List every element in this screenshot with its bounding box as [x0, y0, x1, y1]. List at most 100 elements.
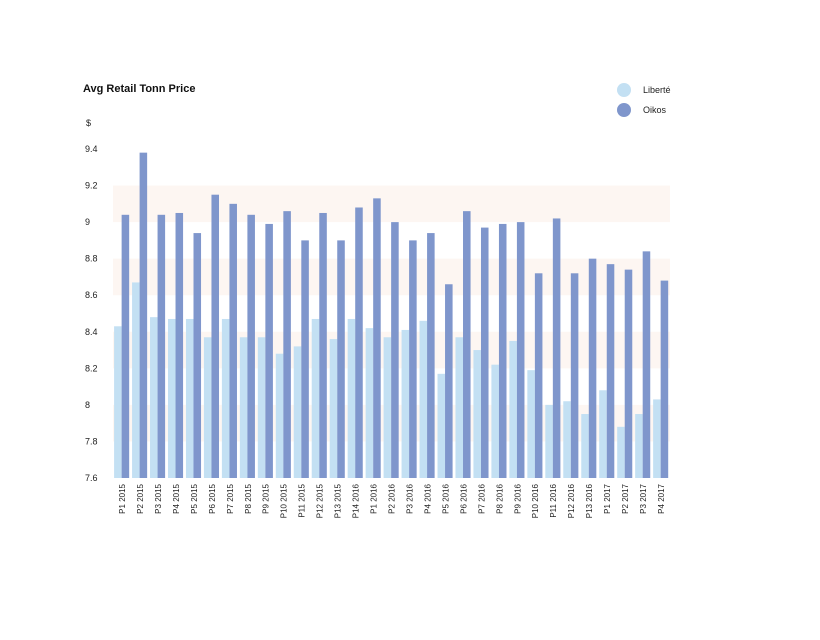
x-tick-label: P4 2017	[657, 483, 666, 513]
bar-libert--20	[455, 337, 464, 478]
bar-oikos-26	[570, 273, 579, 478]
bar-libert--7	[221, 318, 230, 478]
x-tick-label: P10 2016	[531, 483, 540, 518]
bar-oikos-11	[301, 240, 309, 478]
bar-oikos-16	[391, 222, 399, 478]
bar-oikos-22	[498, 223, 507, 478]
bar-libert--9	[257, 337, 266, 478]
x-tick-label: P1 2016	[370, 483, 379, 513]
legend: Liberté Oikos	[617, 83, 671, 117]
bar-libert--1	[114, 326, 122, 478]
y-tick-label: 7.8	[85, 436, 98, 446]
bar-oikos-9	[265, 223, 273, 478]
y-tick-label: 8.4	[85, 327, 98, 337]
x-tick-label: P1 2015	[118, 483, 127, 513]
bar-oikos-10	[283, 211, 291, 478]
x-tick-label: P10 2015	[280, 483, 289, 518]
legend-swatch	[617, 103, 631, 117]
bar-libert--25	[545, 404, 553, 478]
x-tick-label: P4 2015	[172, 483, 181, 513]
y-tick-label: 8.6	[85, 290, 98, 300]
bar-oikos-18	[427, 233, 435, 478]
bar-oikos-31	[660, 280, 669, 478]
bar-oikos-27	[588, 258, 597, 478]
legend-swatch	[617, 83, 631, 97]
bar-libert--31	[653, 399, 661, 478]
bar-libert--10	[275, 353, 284, 478]
bar-libert--21	[473, 350, 481, 478]
y-tick-label: 9.4	[85, 144, 98, 154]
x-tick-label: P2 2015	[136, 483, 145, 513]
bar-oikos-19	[445, 284, 453, 478]
bar-libert--19	[437, 373, 446, 478]
bar-libert--28	[599, 390, 607, 478]
x-tick-label: P7 2016	[477, 483, 486, 513]
x-axis-labels: P1 2015 P2 2015 P3 2015 P4 2015 P5 2015 P6 20…	[118, 483, 666, 518]
legend-label: Oikos	[643, 105, 667, 115]
bar-libert--23	[509, 340, 517, 478]
x-tick-label: P11 2015	[298, 483, 307, 517]
bar-libert--29	[617, 426, 625, 478]
legend-label: Liberté	[643, 85, 671, 95]
bar-libert--12	[311, 318, 320, 478]
bar-oikos-17	[409, 240, 417, 478]
bar-libert--17	[401, 329, 410, 478]
bar-libert--14	[347, 318, 356, 478]
bar-oikos-24	[534, 273, 543, 478]
x-tick-label: P6 2016	[459, 483, 468, 513]
x-tick-label: P9 2016	[513, 483, 522, 513]
bar-oikos-8	[247, 214, 255, 479]
bar-oikos-23	[516, 222, 525, 478]
bar-oikos-20	[463, 211, 471, 478]
bar-oikos-7	[229, 203, 237, 479]
bar-libert--13	[329, 339, 338, 478]
bar-oikos-15	[373, 198, 381, 478]
bars	[114, 152, 669, 479]
bar-oikos-28	[606, 264, 615, 478]
chart-title: Avg Retail Tonn Price	[83, 83, 195, 95]
bar-libert--22	[491, 364, 499, 478]
bar-libert--16	[383, 337, 392, 478]
y-tick-label: 9.2	[85, 181, 98, 191]
bar-oikos-4	[175, 212, 184, 478]
bar-libert--6	[203, 337, 212, 478]
bar-oikos-21	[480, 227, 489, 478]
x-tick-label: P12 2016	[567, 483, 576, 518]
y-axis-ticks: 7.6 7.8 8 8.2 8.4 8.6 8.8 9 9.2 9.4	[85, 144, 98, 483]
bar-oikos-1	[121, 214, 130, 479]
bar-libert--2	[132, 282, 140, 478]
y-tick-label: 8	[85, 400, 90, 410]
x-tick-label: P4 2016	[423, 483, 432, 513]
y-tick-label: 8.2	[85, 363, 98, 373]
bar-oikos-6	[211, 194, 220, 478]
x-tick-label: P8 2015	[244, 483, 253, 513]
bar-oikos-25	[552, 218, 561, 478]
x-tick-label: P2 2017	[621, 483, 630, 513]
x-tick-label: P14 2016	[352, 483, 361, 518]
x-tick-label: P7 2015	[226, 483, 235, 513]
bar-oikos-29	[624, 269, 633, 478]
bar-oikos-12	[319, 212, 327, 478]
y-tick-label: 8.8	[85, 254, 98, 264]
x-tick-label: P13 2016	[585, 483, 594, 518]
bar-libert--27	[581, 414, 589, 478]
x-tick-label: P6 2015	[208, 483, 217, 513]
grid-band	[113, 185, 670, 223]
y-tick-label: 9	[85, 217, 90, 227]
bar-oikos-5	[193, 233, 202, 478]
bar-oikos-2	[139, 152, 148, 478]
x-tick-label: P3 2015	[154, 483, 163, 513]
x-tick-label: P3 2016	[405, 483, 414, 513]
x-tick-label: P9 2015	[262, 483, 271, 513]
x-tick-label: P11 2016	[549, 483, 558, 517]
x-tick-label: P13 2015	[334, 483, 343, 518]
bar-libert--15	[365, 328, 374, 478]
bar-libert--3	[150, 317, 158, 478]
bar-libert--18	[419, 320, 428, 478]
x-tick-label: P2 2016	[388, 483, 397, 513]
bar-libert--30	[635, 414, 643, 478]
x-tick-label: P12 2015	[316, 483, 325, 518]
x-tick-label: P5 2016	[441, 483, 450, 513]
x-tick-label: P1 2017	[603, 483, 612, 513]
